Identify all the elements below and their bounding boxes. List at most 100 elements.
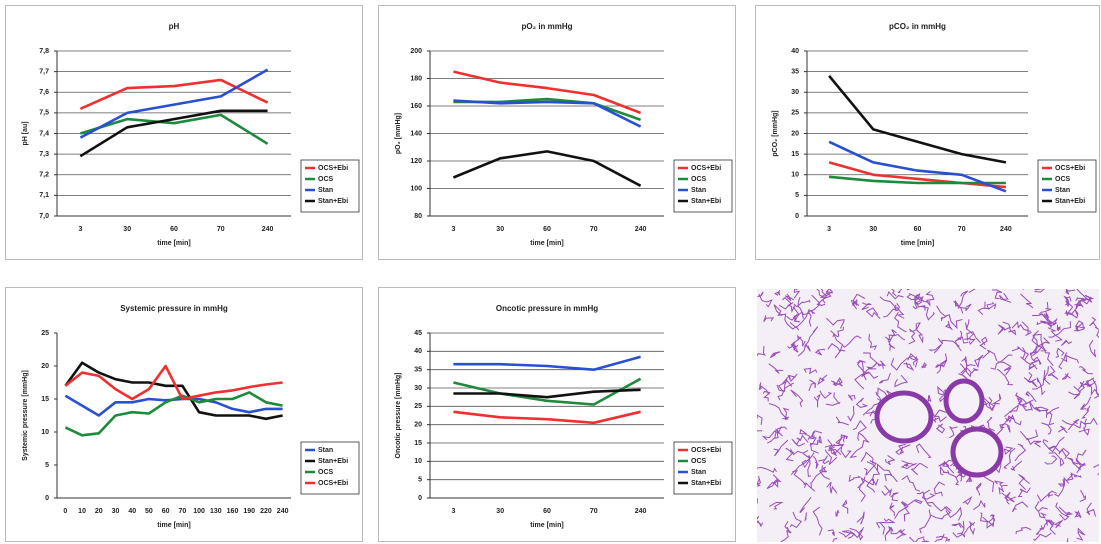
tissue-strand bbox=[915, 323, 924, 344]
legend-label: OCS bbox=[318, 176, 334, 183]
tissue-strand bbox=[817, 374, 828, 386]
tissue-strand bbox=[988, 396, 996, 412]
y-tick-label: 20 bbox=[414, 422, 422, 429]
legend: OCS+Ebi OCS Stan Stan+Ebi bbox=[673, 441, 733, 495]
y-tick-label: 7,1 bbox=[39, 192, 49, 199]
tissue-strand bbox=[1015, 526, 1032, 535]
y-tick-label: 7,5 bbox=[39, 110, 49, 117]
tissue-strand bbox=[1004, 491, 1011, 505]
tissue-strand bbox=[1023, 377, 1037, 384]
tissue-strand bbox=[1040, 343, 1054, 367]
tissue-strand bbox=[757, 414, 763, 426]
tissue-strand bbox=[881, 485, 893, 497]
tissue-strand bbox=[827, 439, 842, 456]
y-tick-label: 7,8 bbox=[39, 48, 49, 55]
tissue-strand bbox=[789, 511, 803, 529]
tissue-strand bbox=[866, 461, 881, 481]
tissue-strand bbox=[997, 361, 1012, 376]
tissue-strand bbox=[1048, 436, 1065, 453]
tissue-strand bbox=[897, 289, 910, 294]
tissue-strand bbox=[1061, 354, 1080, 364]
tissue-strand bbox=[1074, 510, 1082, 518]
tissue-strand bbox=[757, 346, 766, 357]
tissue-strand bbox=[960, 367, 979, 374]
x-tick-label: 60 bbox=[170, 226, 178, 233]
tissue-strand bbox=[991, 393, 1002, 405]
tissue-strand bbox=[811, 465, 828, 483]
tissue-strand bbox=[1042, 366, 1051, 385]
series-line bbox=[64, 391, 283, 437]
y-tick-label: 7,6 bbox=[39, 89, 49, 96]
series-line bbox=[79, 109, 268, 158]
tissue-strand bbox=[1047, 492, 1054, 498]
tissue-strand bbox=[1079, 396, 1092, 410]
y-tick-label: 30 bbox=[791, 89, 799, 96]
tissue-strand bbox=[930, 506, 951, 520]
y-tick-label: 140 bbox=[410, 130, 422, 137]
tissue-strand bbox=[849, 439, 870, 459]
tissue-strand bbox=[894, 501, 909, 520]
tissue-strand bbox=[921, 306, 935, 321]
chart: Oncotic pressure in mmHg 0 5 10 15 20 25 30 35 40… bbox=[378, 287, 736, 542]
tissue-strand bbox=[884, 473, 898, 483]
tissue-strand bbox=[935, 364, 945, 368]
tissue-strand bbox=[832, 537, 838, 542]
y-tick-label: 200 bbox=[410, 48, 422, 55]
tissue-strand bbox=[1078, 427, 1090, 436]
tissue-strand bbox=[1038, 511, 1047, 519]
tissue-strand bbox=[890, 527, 903, 535]
x-tick-label: 70 bbox=[178, 508, 186, 515]
x-tick-label: 70 bbox=[590, 508, 598, 515]
tissue-strand bbox=[879, 296, 897, 312]
tissue-strand bbox=[1079, 490, 1087, 502]
tissue-strand bbox=[779, 297, 792, 310]
tissue-strand bbox=[1014, 443, 1027, 462]
y-axis-label: Oncotic pressure [mmHg] bbox=[395, 373, 402, 459]
tissue-strand bbox=[1047, 327, 1063, 342]
y-axis-label: Systemic pressure [mmHg] bbox=[22, 370, 29, 461]
tissue-strand bbox=[1057, 425, 1068, 434]
tissue-strand bbox=[1058, 447, 1070, 460]
y-tick-label: 5 bbox=[795, 192, 799, 199]
vessel bbox=[874, 390, 934, 444]
legend: OCS+Ebi OCS Stan Stan+Ebi bbox=[673, 159, 733, 213]
tissue-strand bbox=[847, 394, 856, 401]
tissue-strand bbox=[983, 475, 995, 493]
tissue-strand bbox=[1025, 391, 1037, 403]
tissue-strand bbox=[789, 308, 816, 329]
tissue-strand bbox=[1018, 473, 1030, 491]
tissue-strand bbox=[898, 443, 906, 455]
legend-label: Stan+Ebi bbox=[318, 198, 348, 205]
tissue-strand bbox=[977, 301, 991, 316]
series-line bbox=[453, 377, 642, 406]
panel-border bbox=[378, 5, 736, 260]
tissue-strand bbox=[763, 315, 775, 323]
tissue-strand bbox=[1032, 369, 1046, 390]
tissue-strand bbox=[842, 335, 862, 348]
tissue-strand bbox=[790, 448, 809, 456]
tissue-strand bbox=[901, 499, 923, 506]
y-tick-label: 120 bbox=[410, 158, 422, 165]
tissue-strand bbox=[812, 506, 823, 536]
panel-border bbox=[755, 5, 1100, 260]
series-line bbox=[453, 355, 641, 371]
x-tick-label: 3 bbox=[78, 226, 82, 233]
tissue-strand bbox=[801, 455, 810, 469]
tissue-strand bbox=[795, 434, 809, 446]
tissue-strand bbox=[1085, 380, 1099, 399]
tissue-strand bbox=[835, 509, 840, 517]
tissue-strand bbox=[1068, 386, 1082, 400]
x-tick-label: 240 bbox=[635, 508, 647, 515]
tissue-strand bbox=[1083, 381, 1097, 388]
tissue-strand bbox=[910, 463, 929, 476]
y-axis-label: pH [au] bbox=[22, 121, 29, 145]
x-tick-label: 3 bbox=[451, 226, 455, 233]
tissue-strand bbox=[1081, 405, 1091, 419]
tissue-strand bbox=[1075, 449, 1087, 467]
y-axis-label: pCO₂ [mmHg] bbox=[772, 110, 779, 156]
tissue-strand bbox=[968, 289, 976, 293]
x-tick-label: 70 bbox=[590, 226, 598, 233]
y-tick-label: 35 bbox=[414, 367, 422, 374]
legend-label: Stan bbox=[691, 187, 706, 194]
tissue-strand bbox=[1055, 347, 1065, 358]
